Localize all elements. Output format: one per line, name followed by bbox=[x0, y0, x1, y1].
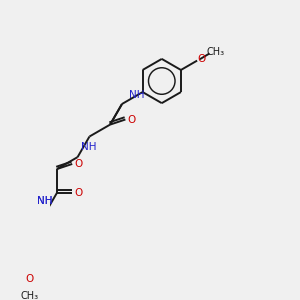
Text: CH₃: CH₃ bbox=[21, 291, 39, 300]
Text: CH₃: CH₃ bbox=[207, 47, 225, 57]
Text: NH: NH bbox=[37, 196, 52, 206]
Text: O: O bbox=[74, 159, 82, 169]
Text: NH: NH bbox=[129, 90, 144, 100]
Text: NH: NH bbox=[37, 196, 52, 206]
Text: O: O bbox=[74, 188, 82, 198]
Text: O: O bbox=[26, 274, 34, 284]
Text: NH: NH bbox=[81, 142, 96, 152]
Text: O: O bbox=[128, 115, 136, 124]
Text: O: O bbox=[197, 54, 206, 64]
